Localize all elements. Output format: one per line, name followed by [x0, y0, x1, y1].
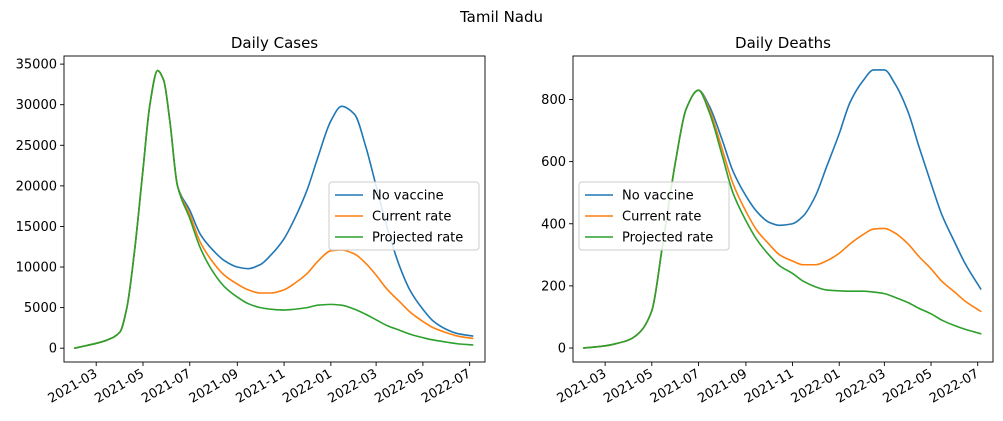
x-tick-label: 2022-03: [834, 366, 889, 406]
axes-frame: [572, 55, 994, 363]
x-tick-label: 2022-01: [789, 366, 844, 406]
y-tick-label: 800: [541, 93, 566, 108]
x-tick-label: 2021-11: [234, 366, 289, 406]
chart-title: Daily Deaths: [735, 34, 831, 52]
x-tick-label: 2021-09: [695, 366, 750, 406]
x-tick-label: 2022-03: [326, 366, 381, 406]
x-tick-label: 2022-01: [280, 366, 335, 406]
x-tick-label: 2021-03: [555, 366, 610, 406]
y-tick-label: 10000: [16, 261, 57, 276]
figure-suptitle: Tamil Nadu: [459, 8, 544, 26]
y-tick-label: 25000: [16, 139, 57, 154]
y-tick-label: 200: [541, 279, 566, 294]
y-tick-label: 30000: [16, 98, 57, 113]
y-tick-label: 0: [49, 342, 57, 357]
x-tick-label: 2022-07: [419, 366, 474, 406]
x-tick-label: 2021-11: [742, 366, 797, 406]
series-line-projected-rate: [582, 89, 982, 349]
y-tick-label: 35000: [16, 58, 57, 73]
legend: No vaccine Current rate Projected rate: [578, 181, 730, 251]
chart-title: Daily Cases: [231, 34, 318, 52]
x-tick-label: 2021-05: [92, 366, 147, 406]
y-tick-label: 400: [541, 217, 566, 232]
series-line-projected-rate: [73, 69, 474, 349]
legend-label: Projected rate: [372, 231, 463, 246]
chart-panel-2: Daily Deaths02004006008002021-032021-052…: [541, 34, 994, 407]
y-tick-label: 20000: [16, 179, 57, 194]
legend-label: Projected rate: [622, 231, 713, 246]
legend-label: Current rate: [372, 210, 451, 225]
y-tick-label: 0: [558, 342, 566, 357]
legend-frame: [328, 181, 480, 251]
legend-frame: [578, 181, 730, 251]
x-tick-label: 2022-07: [927, 366, 982, 406]
axes-frame: [63, 55, 486, 363]
legend: No vaccine Current rate Projected rate: [328, 181, 480, 251]
chart-panel-1: Daily Cases 0 5000 10000 15000 20000 25000 3000…: [16, 34, 486, 407]
legend-label: Current rate: [622, 210, 701, 225]
y-tick-label: 5000: [24, 301, 57, 316]
legend-label: No vaccine: [372, 189, 444, 204]
x-tick-label: 2021-09: [187, 366, 242, 406]
y-tick-label: 15000: [16, 220, 57, 235]
x-tick-label: 2021-05: [601, 366, 656, 406]
x-tick-label: 2021-07: [648, 366, 703, 406]
legend-label: No vaccine: [622, 189, 694, 204]
x-tick-label: 2022-05: [372, 366, 427, 406]
x-tick-label: 2021-07: [139, 366, 194, 406]
x-tick-label: 2022-05: [880, 366, 935, 406]
x-tick-label: 2021-03: [46, 366, 101, 406]
y-tick-label: 600: [541, 155, 566, 170]
